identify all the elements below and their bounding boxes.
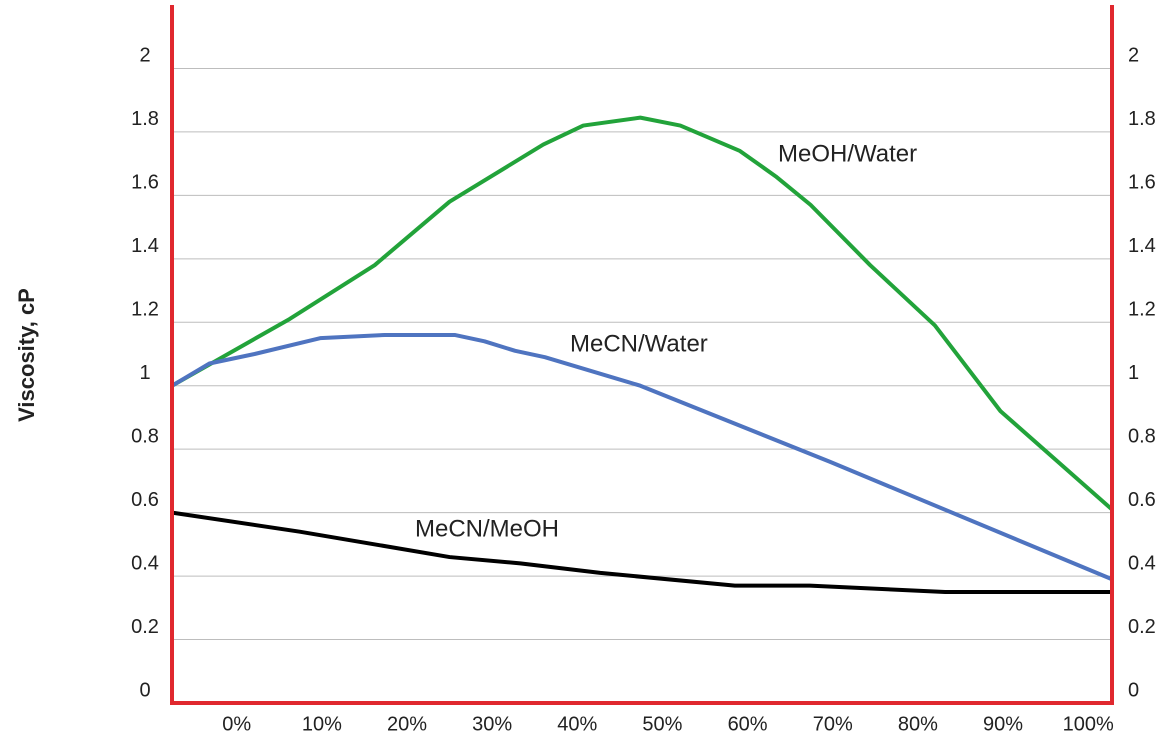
x-tick-label: 80% xyxy=(898,713,938,735)
line xyxy=(171,115,1114,511)
y2-tick-label: 1.8 xyxy=(1128,108,1156,130)
x-tick-label: 30% xyxy=(472,713,512,735)
series-label: MeCN/MeOH xyxy=(415,515,559,542)
series-label: MeOH/Water xyxy=(778,140,917,167)
series-label: MeCN/Water xyxy=(570,330,708,357)
y2-tick-label: 0.8 xyxy=(1128,425,1156,447)
x-tick-label: 60% xyxy=(728,713,768,735)
line xyxy=(170,332,1113,582)
x-tick-label: 0% xyxy=(222,713,251,735)
y2-tick-label: 1.2 xyxy=(1128,299,1156,321)
y-tick-label: 1.6 xyxy=(131,172,159,194)
x-tick-label: 10% xyxy=(302,713,342,735)
x-tick-label: 40% xyxy=(557,713,597,735)
y2-tick-label: 0 xyxy=(1128,679,1139,701)
x-tick-label: 100% xyxy=(1063,713,1114,735)
y2-tick-label: 1.4 xyxy=(1128,235,1156,257)
y2-tick-label: 0.4 xyxy=(1128,552,1156,574)
y-tick-label: 0.6 xyxy=(131,489,159,511)
y-tick-label: 0.4 xyxy=(131,552,159,574)
x-tick-label: 90% xyxy=(983,713,1023,735)
x-tick-label: 20% xyxy=(387,713,427,735)
x-tick-label: 70% xyxy=(813,713,853,735)
y-tick-label: 1.4 xyxy=(131,235,159,257)
y-tick-label: 0.2 xyxy=(131,616,159,638)
y-tick-label: 1 xyxy=(139,362,150,384)
y-tick-label: 0 xyxy=(139,679,150,701)
y2-tick-label: 2 xyxy=(1128,45,1139,67)
y-tick-label: 2 xyxy=(139,45,150,67)
y2-tick-label: 1.6 xyxy=(1128,172,1156,194)
y-tick-label: 0.8 xyxy=(131,425,159,447)
y-tick-label: 1.8 xyxy=(131,108,159,130)
y2-tick-label: 1 xyxy=(1128,362,1139,384)
y-tick-label: 1.2 xyxy=(131,299,159,321)
y-axis-title: Viscosity, cP xyxy=(14,288,39,422)
y2-tick-label: 0.2 xyxy=(1128,616,1156,638)
y2-tick-label: 0.6 xyxy=(1128,489,1156,511)
x-tick-label: 50% xyxy=(642,713,682,735)
line xyxy=(171,510,1112,594)
